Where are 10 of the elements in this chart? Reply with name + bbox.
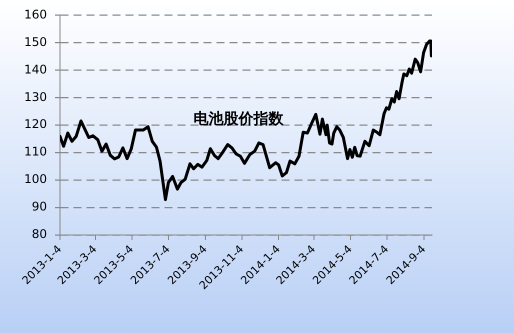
- y-tick-label: 120: [24, 117, 47, 132]
- y-tick-label: 130: [24, 90, 47, 104]
- y-tick-label: 140: [24, 62, 47, 76]
- text: 电池股价指数: [194, 109, 285, 128]
- y-tick-label: 90: [32, 200, 47, 214]
- y-tick-label: 80: [32, 227, 47, 242]
- y-tick-label: 110: [24, 144, 47, 159]
- y-tick-label: 160: [24, 7, 47, 22]
- y-tick-label: 150: [24, 34, 47, 49]
- y-tick-label: 100: [24, 172, 47, 186]
